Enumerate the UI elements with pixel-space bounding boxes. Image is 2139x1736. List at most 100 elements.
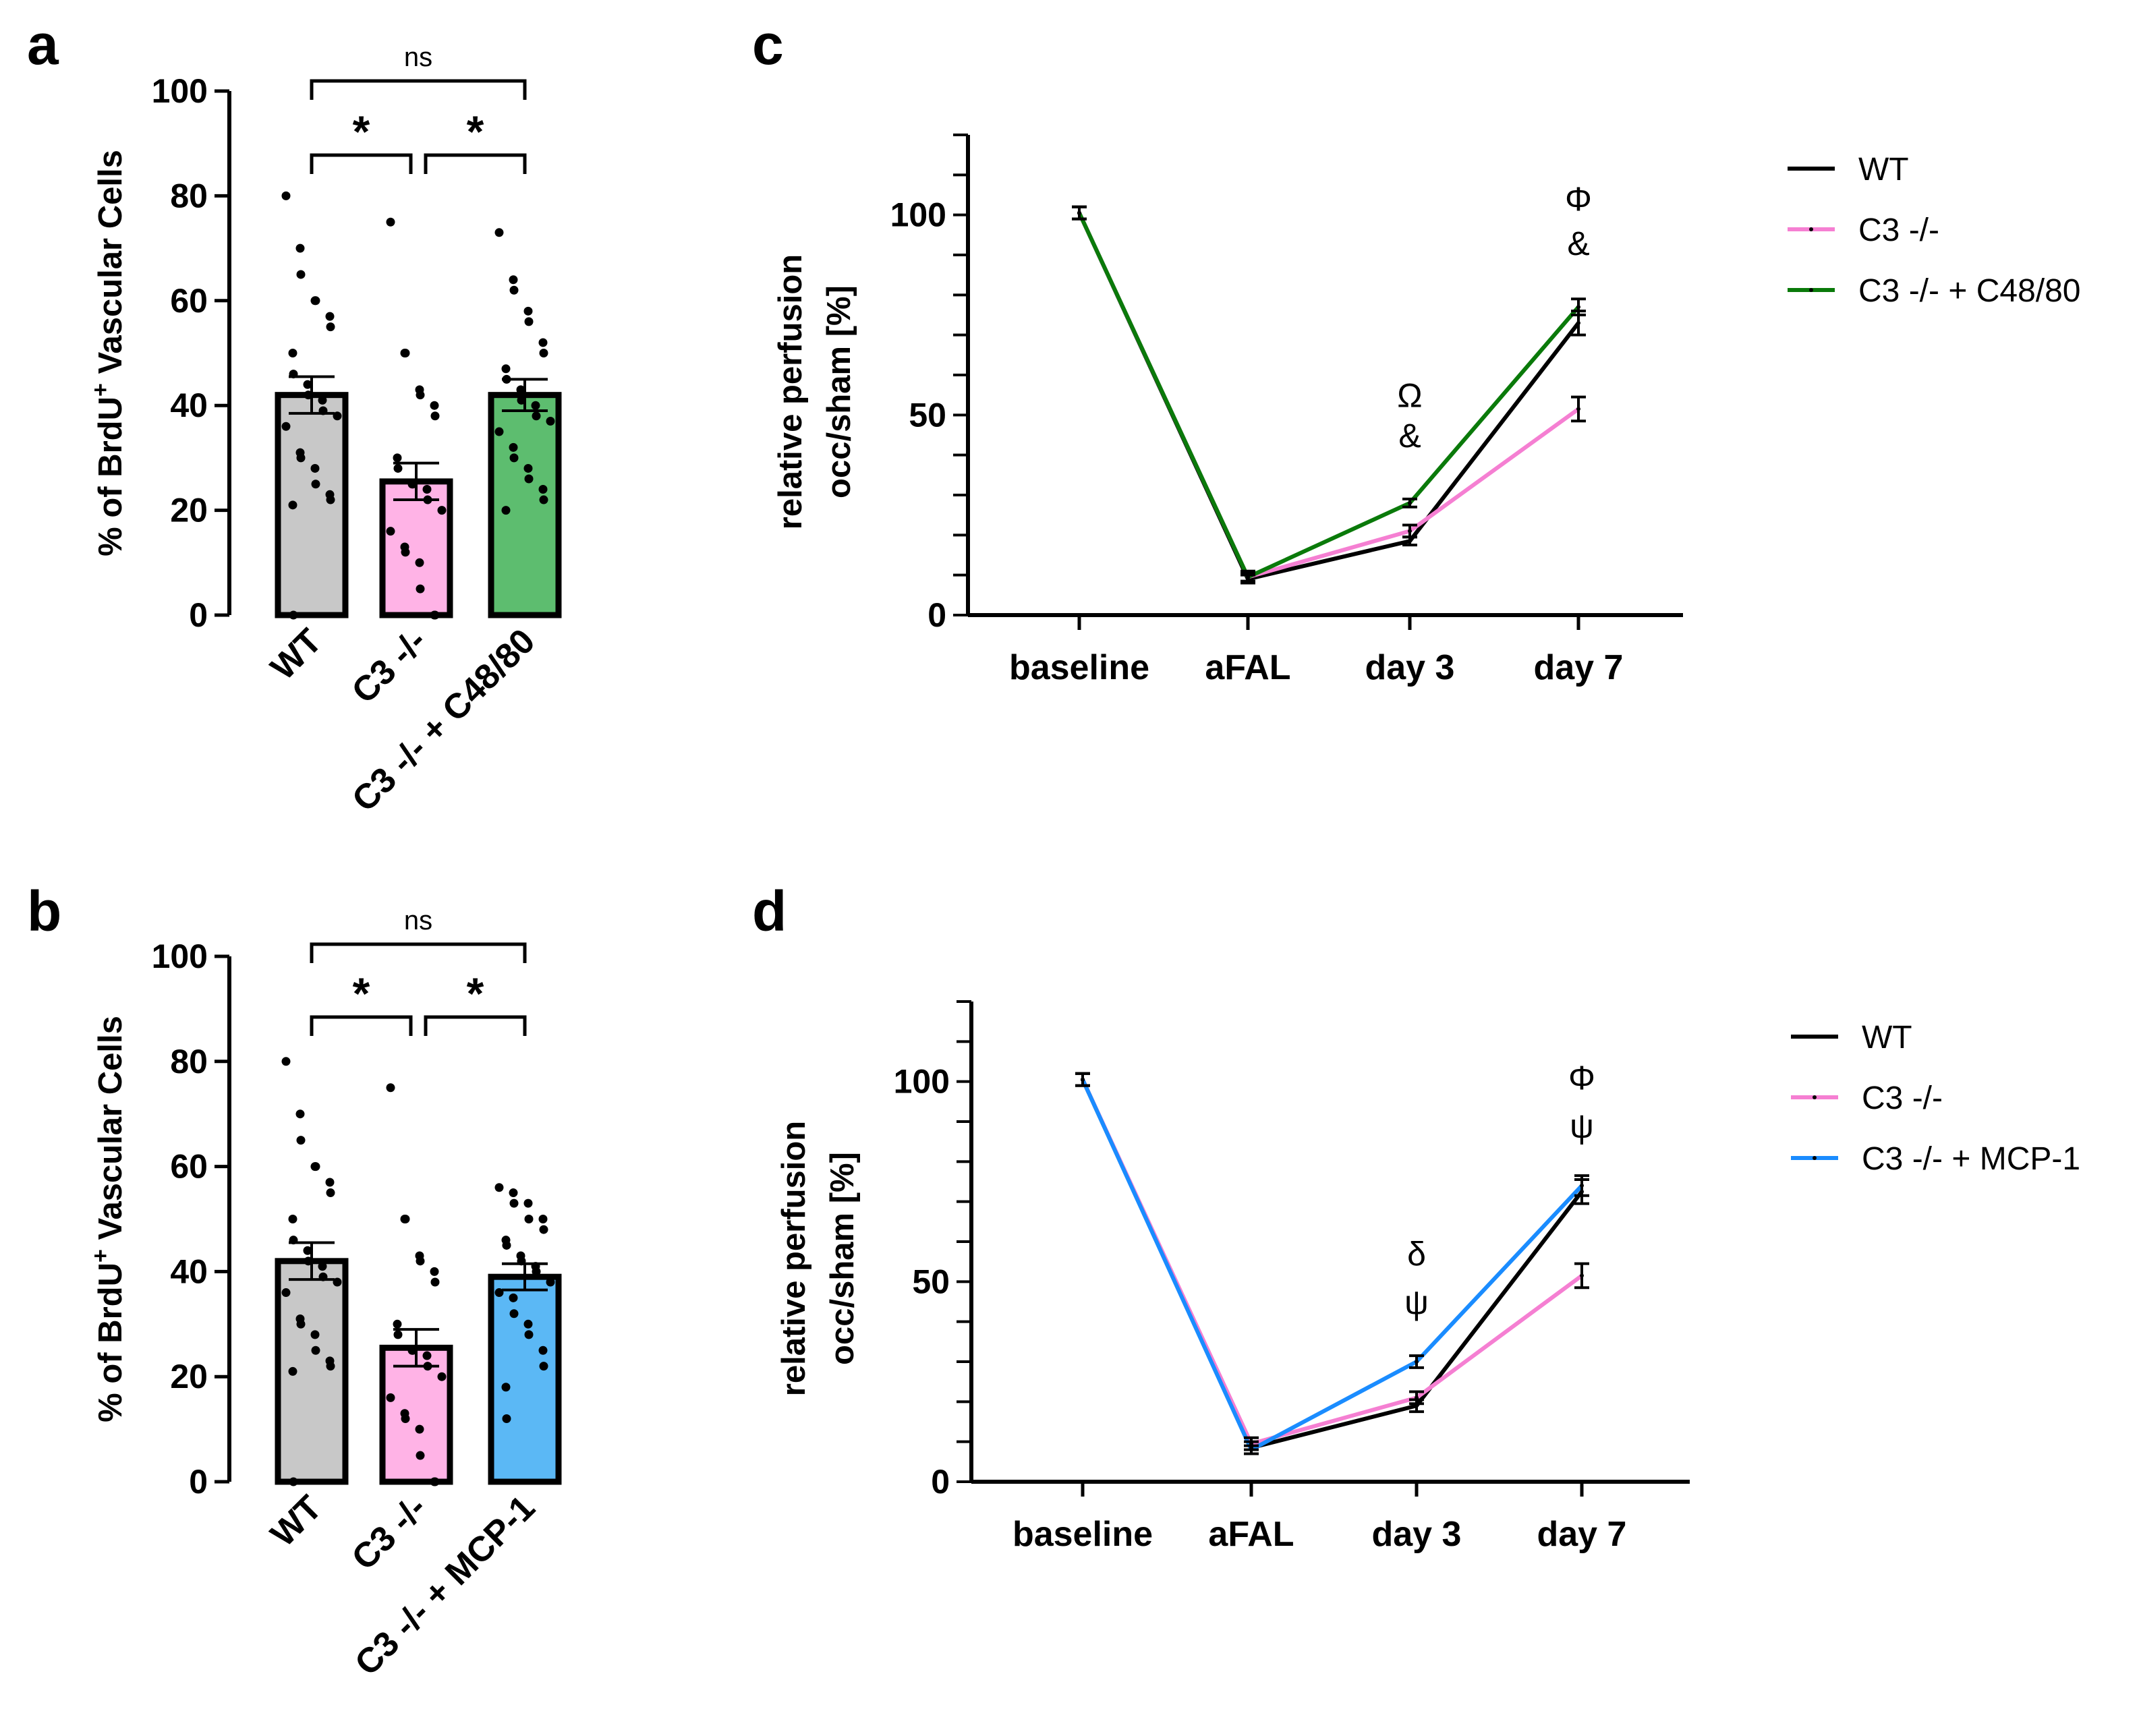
data-point bbox=[310, 1330, 320, 1339]
data-point bbox=[494, 1183, 504, 1192]
data-point bbox=[416, 390, 425, 400]
data-point bbox=[523, 306, 533, 316]
data-point bbox=[415, 558, 424, 567]
data-point bbox=[304, 390, 313, 400]
data-point bbox=[437, 1372, 447, 1381]
data-point bbox=[311, 480, 320, 489]
data-point bbox=[422, 1351, 432, 1360]
y-tick-label: 50 bbox=[909, 396, 946, 434]
data-point bbox=[546, 1277, 555, 1287]
data-point bbox=[1580, 1273, 1584, 1278]
data-point bbox=[296, 1319, 306, 1329]
data-point bbox=[430, 1477, 440, 1486]
significance-bracket bbox=[310, 942, 527, 963]
data-point bbox=[1408, 539, 1412, 544]
data-point bbox=[393, 1319, 402, 1329]
legend-marker bbox=[1813, 1095, 1817, 1099]
data-point bbox=[502, 1240, 511, 1250]
data-point bbox=[303, 380, 312, 389]
data-point bbox=[416, 1256, 425, 1266]
data-point bbox=[311, 1162, 320, 1171]
data-point bbox=[494, 427, 504, 436]
data-point bbox=[509, 285, 519, 295]
legend-label: WT bbox=[1862, 1020, 1912, 1055]
significance-label: ns bbox=[404, 42, 432, 72]
legend-marker bbox=[1813, 1035, 1817, 1039]
data-point bbox=[1576, 407, 1580, 411]
data-point bbox=[502, 374, 511, 384]
data-point bbox=[509, 1293, 518, 1302]
data-point bbox=[509, 1198, 519, 1208]
panel-d-line-chart: 0 50 100 relative perfusion occ/sham [%] base… bbox=[776, 1000, 2080, 1554]
data-point bbox=[393, 463, 403, 473]
legend-marker bbox=[1809, 288, 1813, 292]
data-point bbox=[325, 1178, 335, 1187]
x-category-label: baseline bbox=[1009, 648, 1149, 687]
x-category-label: day 3 bbox=[1372, 1515, 1462, 1554]
data-point bbox=[288, 1215, 297, 1223]
panel-label-b: b bbox=[27, 879, 61, 943]
y-tick-label: 0 bbox=[189, 1463, 208, 1501]
y-axis-title-main: % of BrdU bbox=[92, 397, 129, 556]
significance-symbol: & bbox=[1398, 417, 1421, 455]
data-point bbox=[1408, 500, 1412, 505]
data-point bbox=[539, 495, 548, 504]
data-point bbox=[501, 506, 511, 515]
y-axis-title-rest: Vascular Cells bbox=[92, 1016, 129, 1249]
significance-bracket bbox=[310, 153, 413, 174]
data-point bbox=[538, 485, 548, 494]
data-point bbox=[289, 1477, 298, 1486]
data-point bbox=[538, 1346, 548, 1355]
y-tick-label: 0 bbox=[931, 1463, 950, 1501]
legend-marker bbox=[1813, 1156, 1817, 1160]
data-point bbox=[502, 1414, 511, 1424]
panel-label-d: d bbox=[752, 879, 787, 943]
y-axis-title-rest: Vascular Cells bbox=[92, 150, 129, 383]
legend-marker bbox=[1809, 167, 1813, 171]
data-point bbox=[281, 1288, 291, 1298]
data-point bbox=[281, 1057, 291, 1066]
data-point bbox=[326, 1188, 335, 1198]
data-point bbox=[281, 191, 291, 200]
data-point bbox=[531, 401, 540, 410]
x-category-label: day 3 bbox=[1365, 648, 1455, 687]
y-tick-label: 40 bbox=[170, 386, 208, 424]
data-point bbox=[524, 1215, 534, 1223]
data-point bbox=[1415, 1360, 1419, 1364]
data-point bbox=[333, 1277, 342, 1287]
data-point bbox=[386, 1083, 395, 1093]
series-line bbox=[1077, 212, 1580, 579]
significance-label: * bbox=[353, 968, 370, 1018]
data-point bbox=[494, 1288, 504, 1298]
data-point bbox=[509, 453, 519, 463]
significance-bracket bbox=[424, 1015, 527, 1036]
y-axis-title-main: % of BrdU bbox=[92, 1263, 129, 1422]
data-point bbox=[288, 1366, 297, 1376]
data-point bbox=[401, 349, 410, 357]
data-point bbox=[532, 1267, 541, 1276]
significance-symbol: Ω bbox=[1397, 376, 1422, 414]
data-point bbox=[318, 1262, 327, 1271]
y-tick-label: 20 bbox=[170, 1358, 208, 1395]
data-point bbox=[281, 422, 291, 431]
data-point bbox=[517, 395, 526, 405]
y-tick-label: 100 bbox=[890, 196, 946, 234]
bar bbox=[275, 392, 349, 618]
significance-symbol: ψ bbox=[1570, 1107, 1594, 1145]
y-axis-title-line1: relative perfusion bbox=[776, 1121, 812, 1396]
data-point bbox=[416, 584, 425, 594]
y-axis-title-superscript: + bbox=[88, 383, 113, 397]
bar bbox=[379, 478, 453, 618]
series-line bbox=[1081, 1078, 1584, 1452]
data-point bbox=[318, 1272, 328, 1281]
data-point bbox=[288, 349, 297, 357]
data-point bbox=[295, 243, 305, 253]
data-point bbox=[494, 228, 504, 237]
data-point bbox=[1249, 1447, 1253, 1452]
data-point bbox=[311, 1346, 320, 1355]
data-point bbox=[1576, 320, 1580, 325]
x-category-label: baseline bbox=[1013, 1515, 1153, 1554]
data-point bbox=[386, 527, 395, 536]
